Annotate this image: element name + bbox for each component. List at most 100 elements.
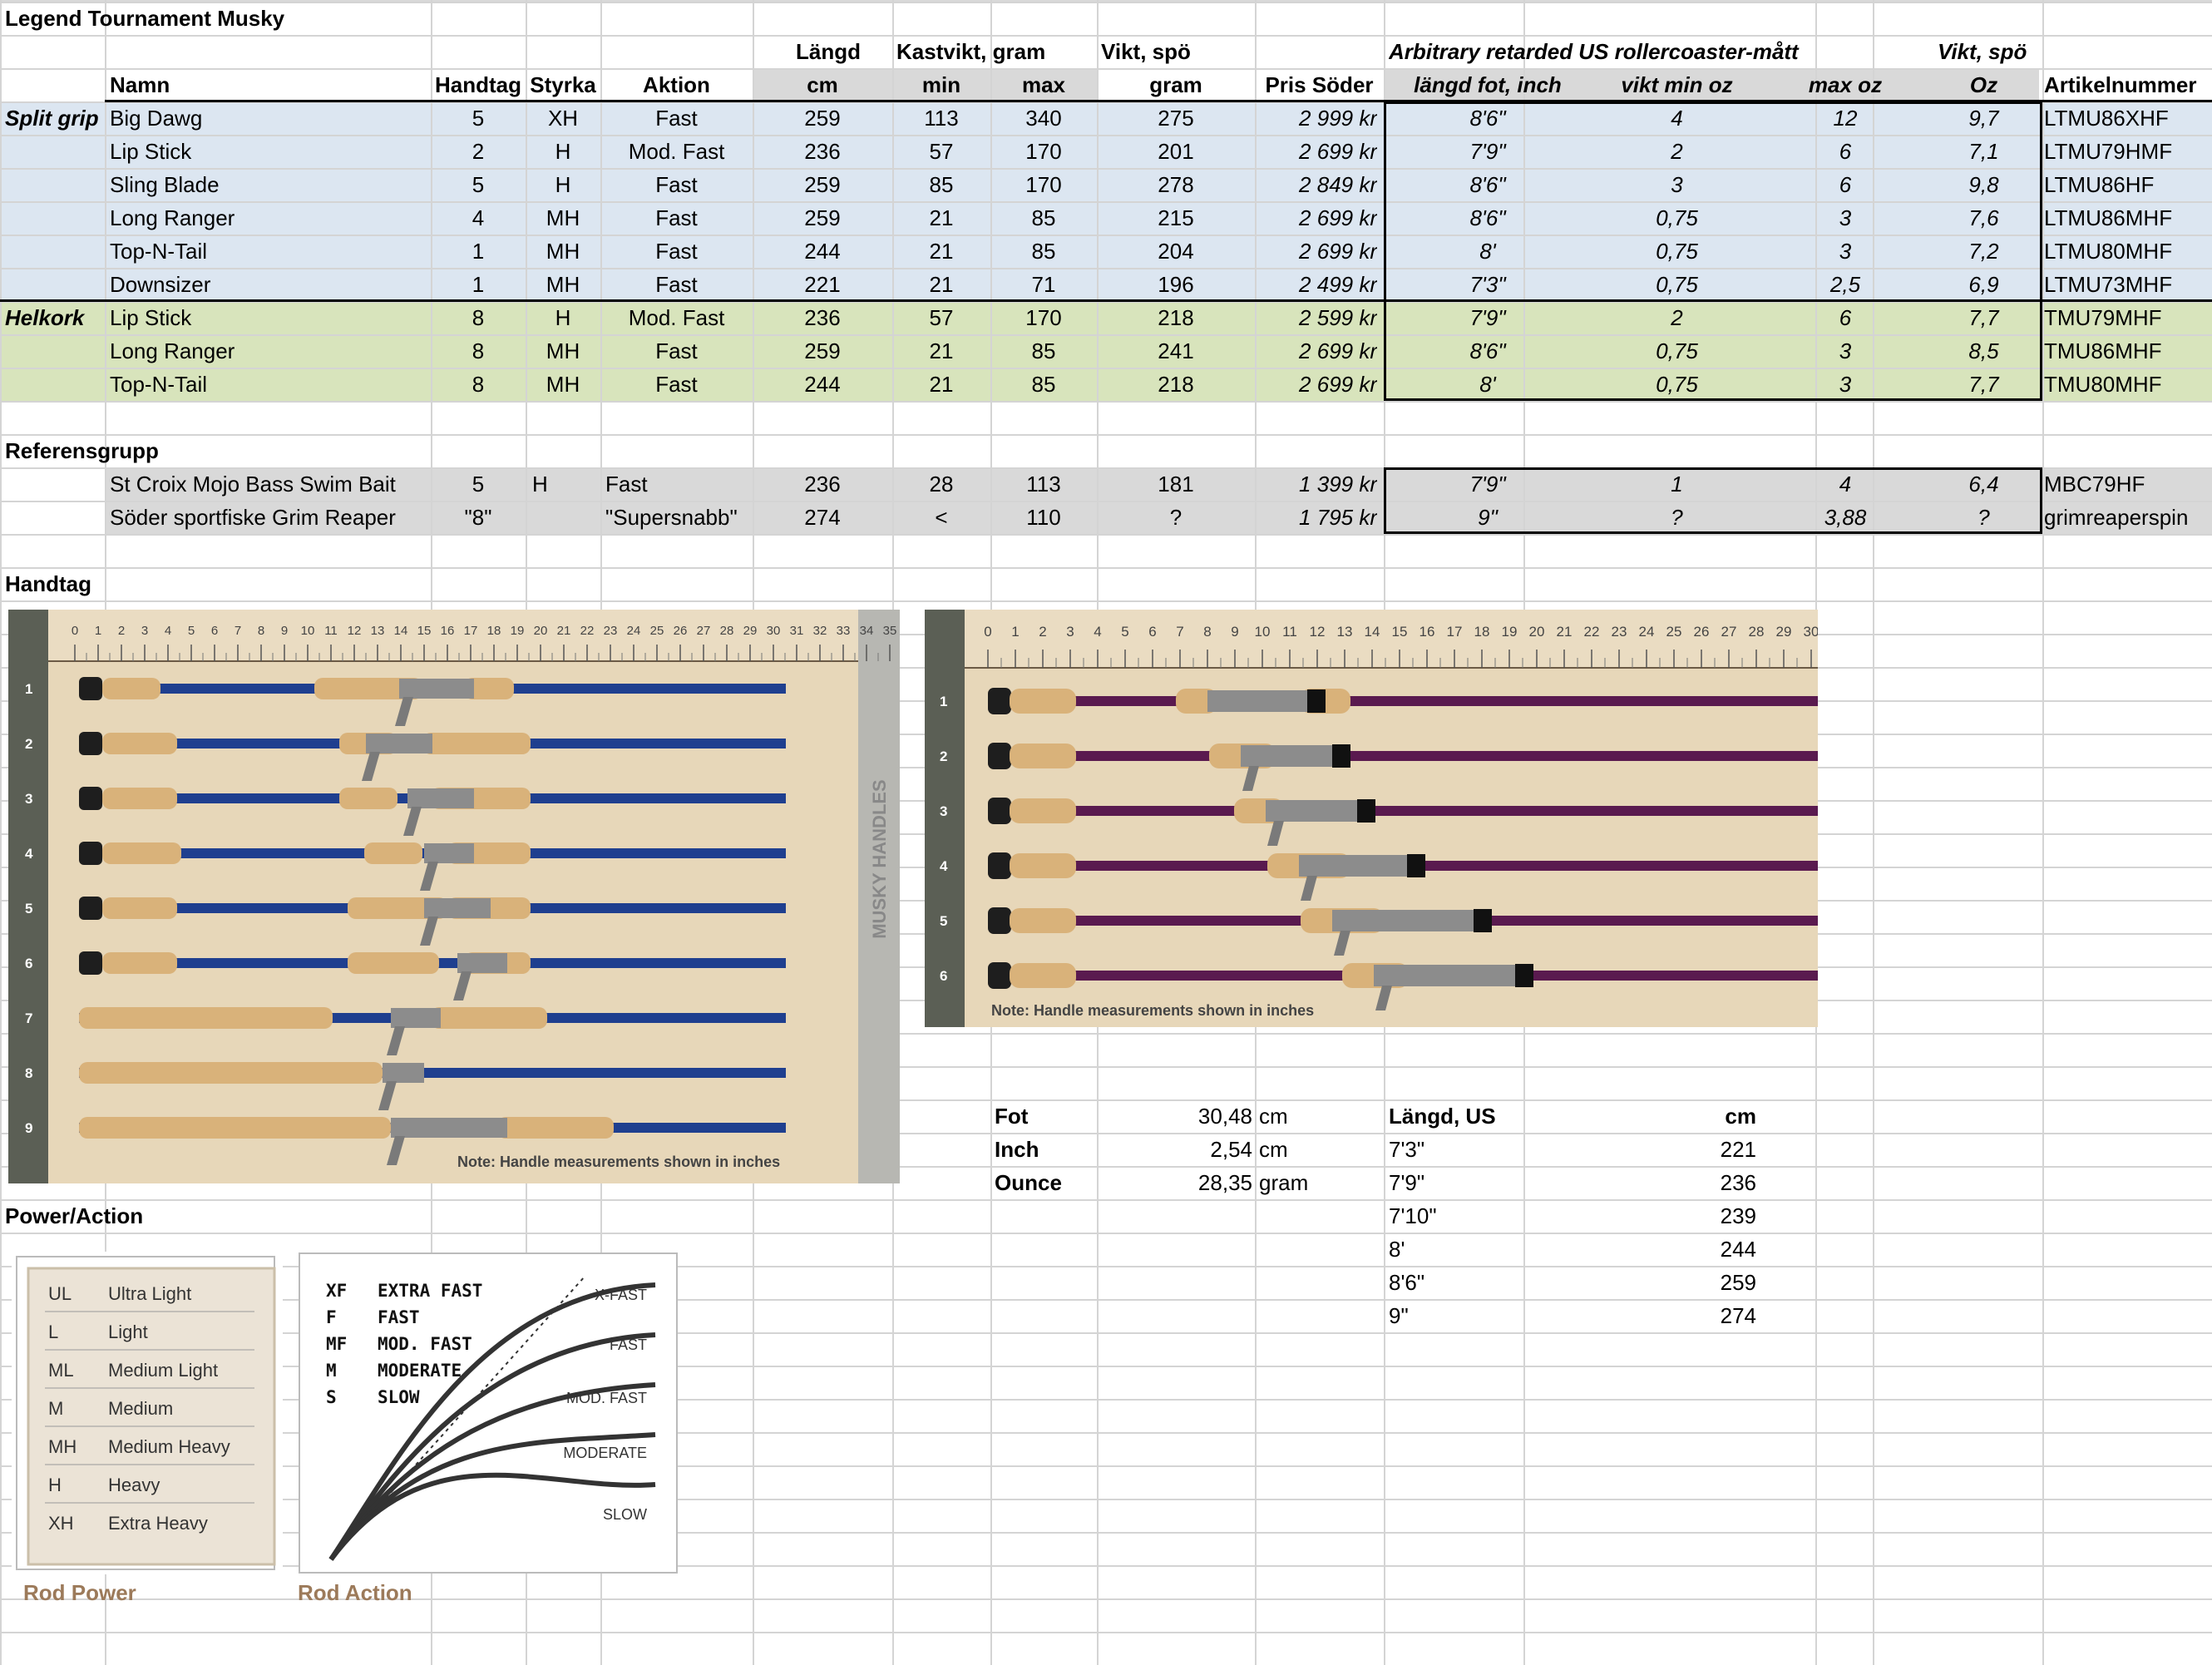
table-cell: 113 <box>924 106 959 131</box>
table-cell: Lip Stick <box>110 139 192 164</box>
ruler-tick-label: 1 <box>95 624 101 638</box>
power-name: Light <box>108 1322 148 1342</box>
power-code: MH <box>48 1436 77 1457</box>
cork-grip <box>102 733 177 754</box>
conv-unit: cm <box>1259 1137 1288 1162</box>
table-cell: Fast <box>655 172 698 197</box>
grid-row-line <box>0 1133 2212 1134</box>
ref-cell: grimreaperspin <box>2044 505 2189 530</box>
rod-blank <box>1049 696 1818 706</box>
handle-row-number: 3 <box>940 803 947 819</box>
table-cell: 3 <box>1839 372 1852 397</box>
table-cell: 85 <box>1031 205 1056 230</box>
table-cell: 244 <box>804 372 841 397</box>
cork-grip <box>79 1062 383 1084</box>
ruler-tick-label: 11 <box>1282 624 1297 640</box>
ref-cell: 113 <box>1026 472 1061 497</box>
trigger <box>1375 986 1392 1010</box>
reel-seat <box>1299 855 1415 877</box>
table-cell: 6 <box>1839 139 1852 164</box>
butt-cap <box>988 798 1011 824</box>
grid-row-line <box>0 301 2212 303</box>
ref-cell: 274 <box>804 505 841 530</box>
ruler-tick-label: 11 <box>324 624 338 638</box>
rod-blank <box>1049 751 1818 761</box>
table-cell: H <box>555 172 571 197</box>
trigger <box>387 1136 405 1165</box>
ruler-tick-label: 22 <box>580 624 595 638</box>
grid-col-line <box>2042 0 2044 1665</box>
ruler-tick-label: 35 <box>883 624 897 638</box>
ruler-tick-label: 12 <box>1310 624 1326 640</box>
table-cell: 170 <box>1025 172 1062 197</box>
ref-cell: 4 <box>1839 472 1852 497</box>
power-name: Extra Heavy <box>108 1513 208 1534</box>
ruler-tick-label: 23 <box>1612 624 1627 640</box>
table-cell: 8' <box>1479 372 1496 397</box>
ruler-tick-label: 15 <box>417 624 432 638</box>
butt-cap <box>79 787 102 810</box>
ruler-tick-label: 13 <box>371 624 385 638</box>
trigger <box>420 916 438 946</box>
table-cell: 236 <box>804 305 841 330</box>
reel-seat <box>391 1118 507 1138</box>
table-cell: Mod. Fast <box>628 305 725 330</box>
handle-row-number: 5 <box>940 913 947 929</box>
handle-row-number: 6 <box>25 956 32 971</box>
header-pris: Pris Söder <box>1265 72 1374 97</box>
ref-cell: 7'9" <box>1469 472 1506 497</box>
table-cell: XH <box>547 106 579 131</box>
table-cell: 204 <box>1158 239 1194 264</box>
us-len: 8'6" <box>1389 1270 1425 1295</box>
butt-cap <box>988 907 1011 934</box>
ref-cell: 236 <box>804 472 841 497</box>
ruler-tick-label: 14 <box>394 624 408 638</box>
conv-value: 2,54 <box>1210 1137 1252 1162</box>
ruler-tick-label: 4 <box>165 624 171 638</box>
table-cell: 215 <box>1158 205 1194 230</box>
table-cell: 1 <box>472 272 485 297</box>
action-curve-label: MOD. FAST <box>566 1390 647 1406</box>
cork-grip <box>314 678 422 699</box>
cork-grip <box>102 788 177 809</box>
ref-cell: < <box>935 505 948 530</box>
table-cell: 278 <box>1158 172 1194 197</box>
grid-row-line <box>0 1266 2212 1267</box>
reel-seat <box>424 843 474 863</box>
table-cell: 8 <box>472 305 485 330</box>
reel-seat <box>457 953 507 973</box>
cork-grip <box>79 1117 391 1139</box>
grid-row-line <box>0 501 2212 502</box>
table-cell: 259 <box>804 172 841 197</box>
table-cell: 2,5 <box>1829 272 1861 297</box>
cork-grip <box>102 678 160 699</box>
grid-row-line <box>0 1299 2212 1301</box>
power-code: XH <box>48 1513 74 1534</box>
us-cm: 244 <box>1720 1237 1756 1262</box>
table-cell: 275 <box>1158 106 1194 131</box>
section-helkork: Helkork <box>5 305 85 330</box>
grid-row-line <box>0 600 2212 602</box>
action-curve <box>328 1472 656 1561</box>
butt-cap <box>79 677 102 700</box>
ruler-tick-label: 16 <box>1420 624 1435 640</box>
winding-check <box>1357 799 1375 823</box>
grid-row-line <box>0 201 2212 203</box>
table-cell: 9,8 <box>1968 172 1999 197</box>
grid-row-line <box>0 2 2212 3</box>
cork-grip <box>1010 798 1076 823</box>
us-len: 8' <box>1389 1237 1405 1262</box>
grid-row-line <box>0 534 2212 536</box>
header-handtag: Handtag <box>435 72 521 97</box>
ref-cell: 3,88 <box>1824 505 1867 530</box>
table-cell: 3 <box>1839 338 1852 363</box>
ruler-tick-label: 12 <box>348 624 362 638</box>
ruler-tick-label: 25 <box>650 624 664 638</box>
table-cell: 3 <box>1839 239 1852 264</box>
header-shade <box>753 68 892 100</box>
cork-grip <box>422 733 531 754</box>
table-cell: MH <box>546 239 580 264</box>
ruler-tick-label: 28 <box>720 624 734 638</box>
power-code: H <box>48 1475 62 1495</box>
